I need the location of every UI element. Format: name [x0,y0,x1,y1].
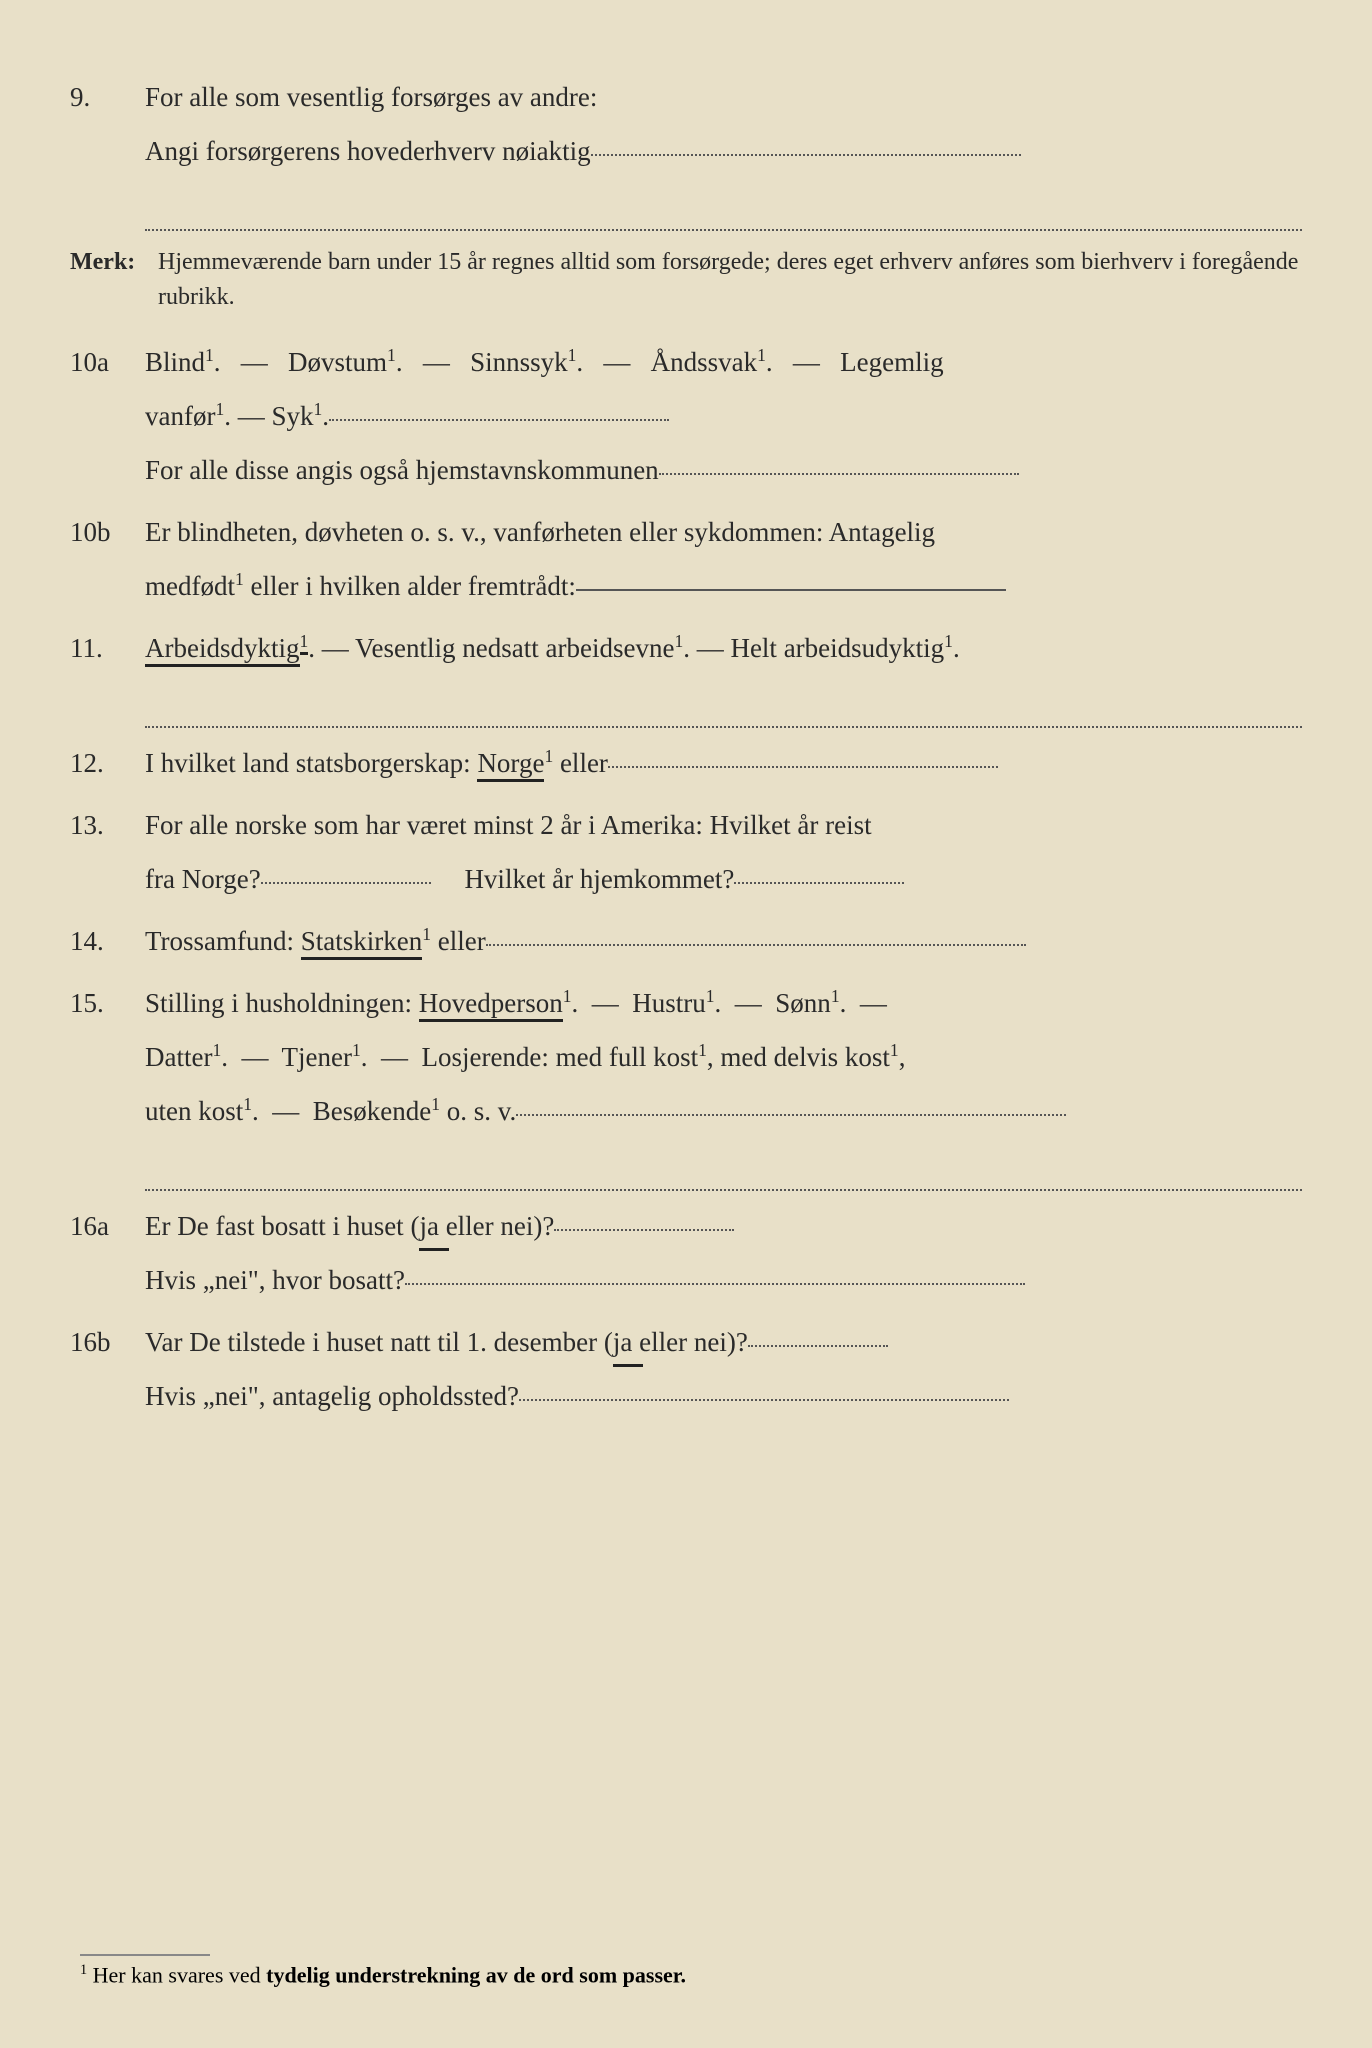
question-9: 9. For alle som vesentlig forsørges av a… [70,70,1302,231]
footnote: 1 Her kan svares ved tydelig understrekn… [80,1954,686,1988]
q10a-andssvak: Åndssvak [651,347,758,377]
q9-line1: For alle som vesentlig forsørges av andr… [145,70,1302,124]
question-16a: 16a Er De fast bosatt i huset (ja eller … [70,1199,1302,1307]
census-form-page: 9. For alle som vesentlig forsørges av a… [0,0,1372,1471]
q16b-blank1 [748,1345,888,1347]
question-13: 13. For alle norske som har været minst … [70,798,1302,906]
q13-line2b: Hvilket år hjemkommet? [464,864,734,894]
q14-number: 14. [70,914,145,968]
q10a-blank2 [659,473,1019,475]
q16a-blank1 [554,1229,734,1231]
q15-utenkost: uten kost [145,1096,243,1126]
q14-text: Trossamfund: [145,926,301,956]
q16b-line2: Hvis „nei", antagelig opholdssted? [145,1381,519,1411]
q13-blank2 [734,882,904,884]
merk-text: Hjemmeværende barn under 15 år regnes al… [158,245,1302,315]
q15-blank-line [145,1138,1302,1191]
q11-udyktig: Helt arbeidsudyktig [730,633,944,663]
q16a-ja: ja [419,1211,439,1241]
q10a-line3: For alle disse angis også hjemstavnskomm… [145,455,659,485]
q11-number: 11. [70,621,145,728]
q10a-number: 10a [70,335,145,497]
q15-datter: Datter [145,1042,212,1072]
footnote-number: 1 [80,1962,87,1978]
q13-number: 13. [70,798,145,906]
question-11: 11. Arbeidsdyktig1. — Vesentlig nedsatt … [70,621,1302,728]
q9-blank [591,154,1021,156]
q10b-blank [576,589,1006,591]
q16a-line2: Hvis „nei", hvor bosatt? [145,1265,405,1295]
question-16b: 16b Var De tilstede i huset natt til 1. … [70,1315,1302,1423]
q15-besokende: Besøkende [313,1096,431,1126]
q10b-medfodt: medfødt [145,571,235,601]
q15-losjerende: Losjerende: med full kost [421,1042,698,1072]
question-10b: 10b Er blindheten, døvheten o. s. v., va… [70,505,1302,613]
question-10a: 10a Blind1. — Døvstum1. — Sinnssyk1. — Å… [70,335,1302,497]
q13-line1: For alle norske som har været minst 2 år… [145,798,1302,852]
q10a-blank1 [329,419,669,421]
question-14: 14. Trossamfund: Statskirken1 eller [70,914,1302,968]
q16b-number: 16b [70,1315,145,1423]
q9-line2: Angi forsørgerens hovederhverv nøiaktig [145,136,591,166]
q15-tjener: Tjener [282,1042,352,1072]
footnote-bold: tydelig understrekning av de ord som pas… [266,1962,686,1987]
q12-number: 12. [70,736,145,790]
q11-nedsatt: Vesentlig nedsatt arbeidsevne [355,633,674,663]
q13-line2a: fra Norge? [145,864,261,894]
q10a-blind: Blind [145,347,205,377]
footnote-text-a: Her kan svares ved [93,1962,267,1987]
q15-hustru: Hustru [632,988,706,1018]
q10a-legemlig: Legemlig [840,347,943,377]
q9-number: 9. [70,70,145,231]
question-15: 15. Stilling i husholdningen: Hovedperso… [70,976,1302,1191]
q16a-number: 16a [70,1199,145,1307]
q10b-line1: Er blindheten, døvheten o. s. v., vanfør… [145,505,1302,559]
q11-blank-line [145,675,1302,728]
q10a-syk: Syk [271,401,313,431]
q9-blank-line [145,178,1302,231]
q14-statskirken-underlined: Statskirken [301,926,423,960]
footnote-rule [80,1954,210,1956]
q16b-blank2 [519,1399,1009,1401]
q12-blank [608,766,998,768]
q10a-vanfor: vanfør [145,401,215,431]
q10b-number: 10b [70,505,145,613]
q10a-sinnssyk: Sinnssyk [470,347,568,377]
q16a-line1a: Er De fast bosatt i huset ( [145,1211,419,1241]
q15-text: Stilling i husholdningen: [145,988,419,1018]
merk-note: Merk: Hjemmeværende barn under 15 år reg… [70,245,1302,315]
q11-arbeidsdyktig-underlined: Arbeidsdyktig [145,633,300,667]
q12-norge-underlined: Norge [477,748,544,782]
q15-sonn: Sønn [775,988,831,1018]
q16b-ja: ja [613,1327,633,1357]
q10a-dovstum: Døvstum [288,347,387,377]
merk-label: Merk: [70,245,158,315]
question-12: 12. I hvilket land statsborgerskap: Norg… [70,736,1302,790]
q15-blank [516,1114,1066,1116]
q16a-blank2 [405,1283,1025,1285]
q13-blank1 [261,882,431,884]
q15-number: 15. [70,976,145,1191]
q12-text: I hvilket land statsborgerskap: [145,748,477,778]
q14-blank [486,944,1026,946]
q16b-line1a: Var De tilstede i huset natt til 1. dese… [145,1327,613,1357]
q15-hovedperson-underlined: Hovedperson [419,988,563,1022]
